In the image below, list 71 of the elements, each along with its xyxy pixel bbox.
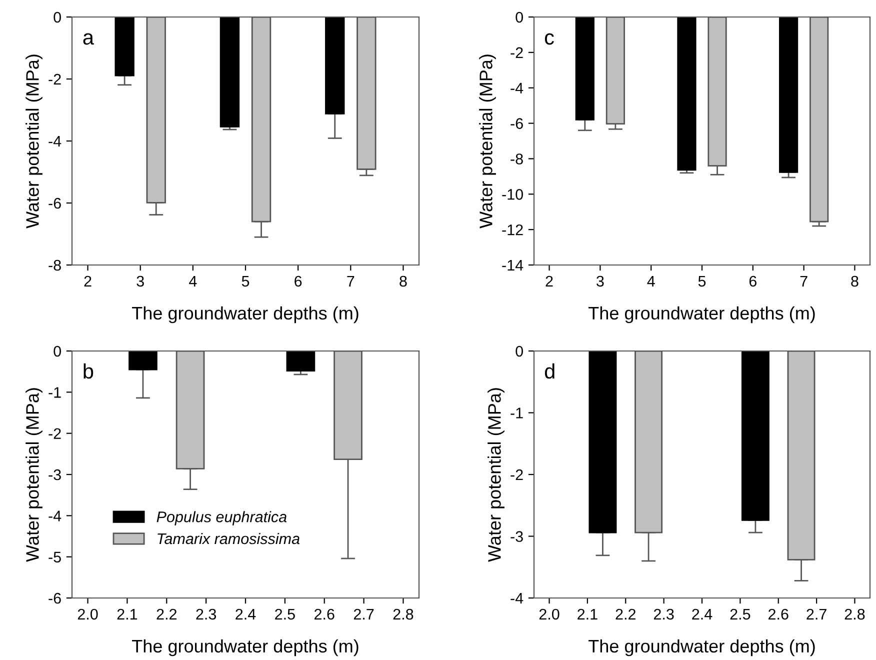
x-tick-label: 2.4 xyxy=(236,608,256,620)
legend-label: Tamarix ramosissima xyxy=(158,532,300,544)
x-tick-label: 8 xyxy=(400,276,407,287)
x-tick-label: 2.5 xyxy=(275,608,295,620)
y-tick-label: -8 xyxy=(510,154,523,164)
x-axis-title: The groundwater depths (m) xyxy=(588,639,815,656)
y-tick-label: -5 xyxy=(48,552,61,563)
x-tick-label: 2.8 xyxy=(393,608,414,620)
x-axis-title: The groundwater depths (m) xyxy=(132,639,358,656)
y-axis-title: Water potential (MPa) xyxy=(26,54,42,228)
x-tick-label: 7 xyxy=(347,276,354,286)
x-tick-label: 2.1 xyxy=(117,608,138,620)
x-tick-label: 2.3 xyxy=(654,608,674,620)
y-tick-label: -2 xyxy=(510,469,523,480)
x-tick-label: 2.8 xyxy=(844,608,865,620)
y-axis-title: Water potential (MPa) xyxy=(488,388,504,562)
x-tick-label: 2.3 xyxy=(196,608,216,620)
x-tick-label: 5 xyxy=(698,276,706,287)
annotation: b xyxy=(84,363,94,379)
y-tick-label: -2 xyxy=(510,47,523,58)
x-tick-label: 6 xyxy=(294,276,302,287)
y-tick-label: -4 xyxy=(48,510,62,522)
x-tick-label: 2.0 xyxy=(539,608,560,620)
x-tick-label: 4 xyxy=(647,276,655,286)
x-tick-label: 3 xyxy=(596,276,604,287)
y-tick-label: -3 xyxy=(48,469,61,480)
x-tick-label: 5 xyxy=(242,276,250,287)
x-tick-label: 2.0 xyxy=(78,608,98,620)
x-tick-label: 2.5 xyxy=(730,608,750,620)
x-tick-label: 2.6 xyxy=(768,608,788,620)
x-tick-label: 2 xyxy=(546,276,553,286)
x-tick-label: 2.2 xyxy=(156,608,176,620)
x-axis-title: The groundwater depths (m) xyxy=(588,306,815,324)
x-axis-title: The groundwater depths (m) xyxy=(132,306,358,324)
annotation: c xyxy=(544,33,554,45)
y-tick-label: -6 xyxy=(510,118,523,129)
x-tick-label: 2.7 xyxy=(354,608,374,620)
x-tick-label: 2.1 xyxy=(578,608,598,620)
x-tick-label: 2.4 xyxy=(692,608,712,620)
x-tick-label: 3 xyxy=(136,276,144,287)
y-tick-label: -6 xyxy=(48,198,61,209)
y-axis-title: Water potential (MPa) xyxy=(479,54,496,228)
annotation: d xyxy=(544,363,554,379)
y-axis-title: Water potential (MPa) xyxy=(26,388,42,562)
annotation: a xyxy=(83,33,94,45)
y-tick-label: -3 xyxy=(510,531,523,542)
y-tick-label: -2 xyxy=(48,74,61,85)
y-tick-label: -8 xyxy=(48,260,61,271)
y-tick-label: -12 xyxy=(502,224,523,236)
y-tick-label: -2 xyxy=(48,428,61,439)
legend-label: Populus euphratica xyxy=(156,511,287,526)
y-tick-label: -1 xyxy=(48,387,61,398)
y-tick-label: 0 xyxy=(516,346,523,357)
y-tick-label: -4 xyxy=(510,593,524,604)
x-tick-label: 2.7 xyxy=(806,608,826,620)
x-tick-label: 8 xyxy=(851,276,858,287)
x-tick-label: 2.6 xyxy=(314,608,334,620)
y-tick-label: -6 xyxy=(48,592,61,604)
x-tick-label: 2.2 xyxy=(616,608,636,620)
y-tick-label: 0 xyxy=(516,12,523,23)
y-tick-label: -4 xyxy=(48,136,62,147)
x-tick-label: 7 xyxy=(800,276,808,286)
y-tick-label: -14 xyxy=(502,260,524,271)
y-tick-label: 0 xyxy=(54,346,61,357)
x-tick-label: 6 xyxy=(749,276,756,287)
x-tick-label: 4 xyxy=(189,276,197,286)
y-tick-label: -1 xyxy=(510,408,523,418)
y-tick-label: -4 xyxy=(510,82,524,94)
y-tick-label: -10 xyxy=(502,189,523,200)
x-tick-label: 2 xyxy=(84,276,92,286)
y-tick-label: 0 xyxy=(54,12,61,23)
